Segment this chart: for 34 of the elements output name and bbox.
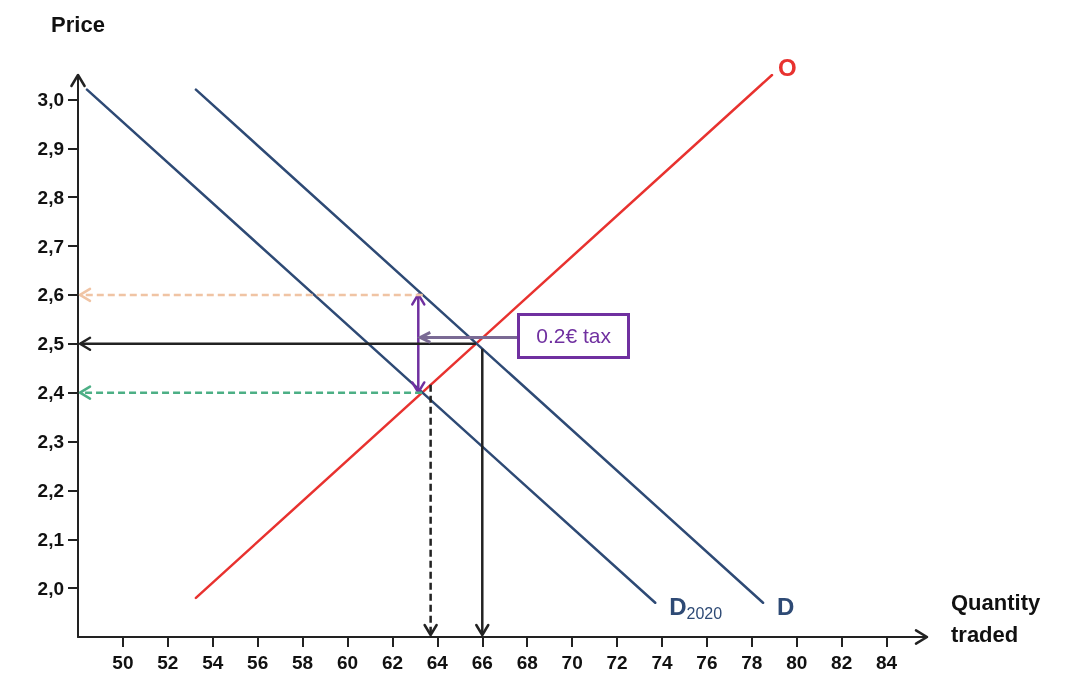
x-tick-label: 56: [247, 652, 269, 673]
x-tick-label: 78: [741, 652, 763, 673]
series-label: O: [778, 53, 797, 81]
x-tick-label: 52: [157, 652, 179, 673]
x-tick-label: 80: [786, 652, 808, 673]
y-tick-label: 2,2: [37, 479, 64, 501]
y-tick-label: 2,0: [37, 577, 64, 599]
x-tick-label: 84: [876, 652, 898, 673]
y-tick-label: 2,9: [37, 137, 64, 159]
x-tick-label: 68: [516, 652, 538, 673]
y-tick-label: 3,0: [37, 88, 64, 110]
y-axis-title: Price: [51, 11, 105, 37]
x-tick-label: 64: [426, 652, 449, 673]
x-tick-label: 76: [696, 652, 718, 673]
y-tick-label: 2,8: [37, 186, 64, 208]
y-tick-label: 2,1: [37, 528, 65, 550]
x-tick-label: 58: [292, 652, 314, 673]
y-tick-label: 2,7: [37, 235, 64, 257]
x-tick-label: 62: [381, 652, 404, 673]
x-tick-label: 72: [606, 652, 628, 673]
annotation: 0.2€ tax: [517, 313, 631, 360]
x-axis-title: Quantity traded: [951, 589, 1042, 649]
series-label: D: [777, 593, 795, 621]
x-tick-label: 54: [202, 652, 224, 673]
y-tick-label: 2,5: [37, 333, 65, 355]
x-tick-label: 70: [561, 652, 583, 673]
x-tick-label: 50: [112, 652, 134, 673]
x-tick-label: 60: [336, 652, 359, 673]
y-tick-label: 2,6: [37, 284, 64, 306]
x-tick-label: 74: [651, 652, 673, 673]
y-tick-label: 2,3: [37, 431, 64, 453]
x-tick-label: 82: [831, 652, 853, 673]
x-tick-label: 66: [471, 652, 493, 673]
y-tick-label: 2,4: [37, 382, 65, 404]
